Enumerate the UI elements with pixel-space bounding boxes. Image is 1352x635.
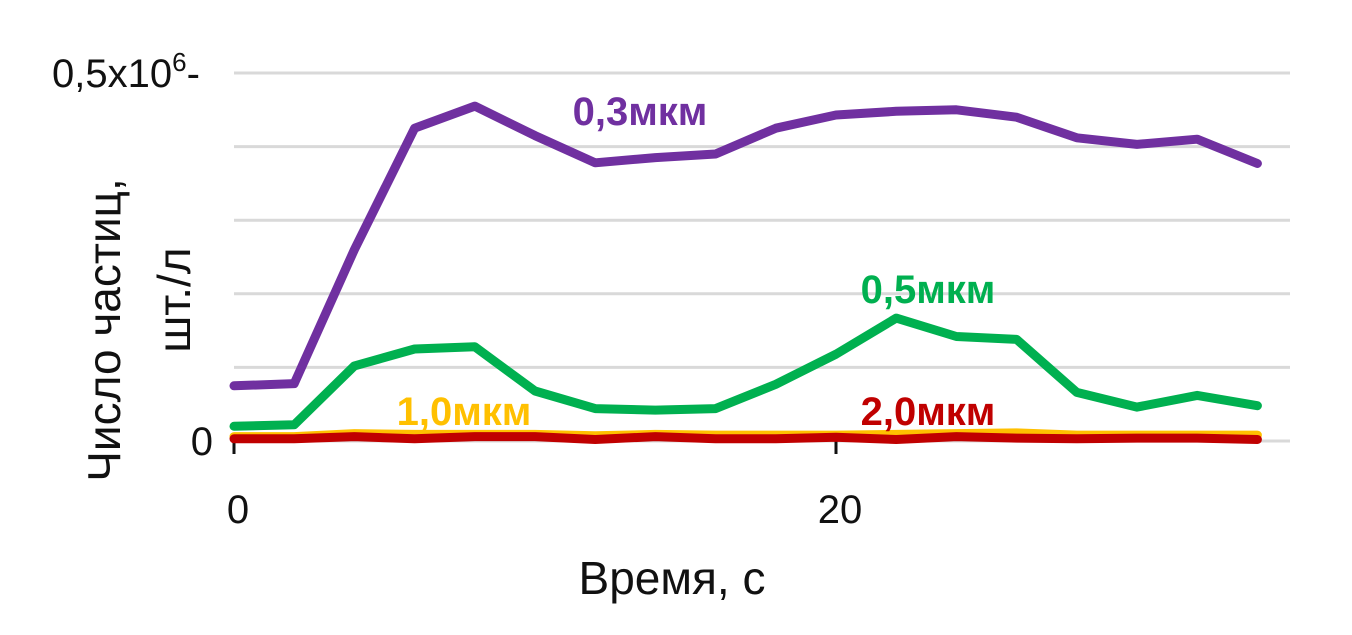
y-axis-title-line1: Число частиц, [78,178,130,482]
series-label-2: 1,0мкм [397,390,532,434]
x-tick-label-1: 20 [818,488,863,532]
y-tick-label-1: 0,5x106- [52,47,200,96]
series-line-1 [229,313,1262,431]
series-label-1: 0,5мкм [861,268,996,312]
x-tick-label-0: 0 [227,488,249,532]
series-line-3 [229,432,1262,444]
x-axis-title: Время, с [579,552,766,604]
series-lines [229,101,1262,444]
series-labels: 0,3мкм 0,5мкм 1,0мкм 2,0мкм [397,90,996,434]
y-axis-title-line2: шт./л [148,247,200,352]
series-label-0: 0,3мкм [573,90,708,134]
y-tick-label-0: 0 [191,420,213,464]
series-line-0 [229,101,1262,391]
series-label-3: 2,0мкм [861,390,996,434]
axes: 0 20 0 0,5x106- [52,47,862,532]
